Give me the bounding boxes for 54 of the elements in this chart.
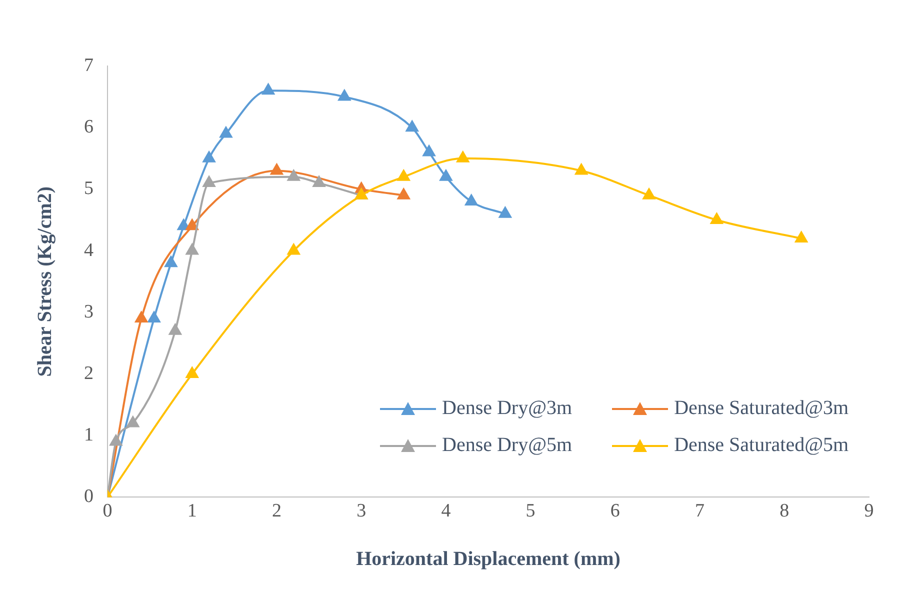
x-tick-label: 2 bbox=[272, 500, 282, 522]
x-tick-label: 7 bbox=[695, 500, 705, 522]
y-tick-label: 2 bbox=[84, 362, 94, 384]
y-tick-label: 1 bbox=[84, 424, 94, 446]
legend-label: Dense Saturated@5m bbox=[674, 434, 849, 458]
point bbox=[202, 150, 216, 162]
point bbox=[202, 176, 216, 188]
point bbox=[498, 206, 512, 218]
y-tick-label: 3 bbox=[84, 301, 94, 322]
y-tick-label: 4 bbox=[84, 240, 94, 261]
point bbox=[338, 89, 351, 101]
x-tick-label: 4 bbox=[441, 500, 452, 522]
point bbox=[439, 169, 453, 181]
x-tick-label: 9 bbox=[864, 500, 874, 522]
point bbox=[219, 126, 233, 138]
point bbox=[710, 212, 724, 224]
point bbox=[164, 256, 178, 268]
point bbox=[406, 120, 419, 132]
point bbox=[126, 416, 140, 428]
legend-label: Dense Saturated@3m bbox=[674, 397, 849, 420]
point bbox=[642, 188, 656, 200]
point bbox=[422, 144, 436, 156]
point bbox=[794, 230, 808, 242]
y-tick-label: 6 bbox=[84, 116, 94, 138]
point bbox=[464, 194, 478, 206]
x-tick-label: 5 bbox=[526, 500, 536, 522]
y-tick-label: 5 bbox=[84, 178, 94, 200]
point bbox=[186, 218, 199, 230]
x-tick-label: 3 bbox=[356, 500, 366, 522]
y-tick-label: 0 bbox=[84, 486, 94, 508]
point bbox=[270, 163, 284, 175]
x-tick-label: 1 bbox=[187, 500, 197, 522]
point bbox=[262, 83, 275, 95]
point bbox=[168, 323, 182, 335]
point bbox=[186, 366, 199, 378]
point bbox=[287, 169, 300, 181]
legend-label: Dense Dry@3m bbox=[442, 397, 572, 420]
point bbox=[456, 150, 470, 162]
point bbox=[312, 176, 326, 188]
x-axis-title: Horizontal Displacement (mm) bbox=[356, 548, 620, 570]
point bbox=[574, 163, 588, 175]
y-axis-title: Shear Stress (Kg/cm2) bbox=[34, 186, 56, 377]
point bbox=[147, 311, 161, 323]
point bbox=[109, 434, 123, 446]
x-tick-label: 8 bbox=[780, 500, 790, 522]
legend-label: Dense Dry@5m bbox=[442, 434, 572, 458]
x-tick-label: 6 bbox=[610, 500, 620, 522]
y-tick-label: 7 bbox=[84, 54, 94, 76]
point bbox=[397, 188, 410, 200]
point bbox=[287, 243, 300, 255]
point bbox=[186, 243, 199, 255]
point bbox=[397, 169, 410, 181]
point bbox=[134, 311, 148, 323]
x-tick-label: 0 bbox=[102, 500, 112, 522]
